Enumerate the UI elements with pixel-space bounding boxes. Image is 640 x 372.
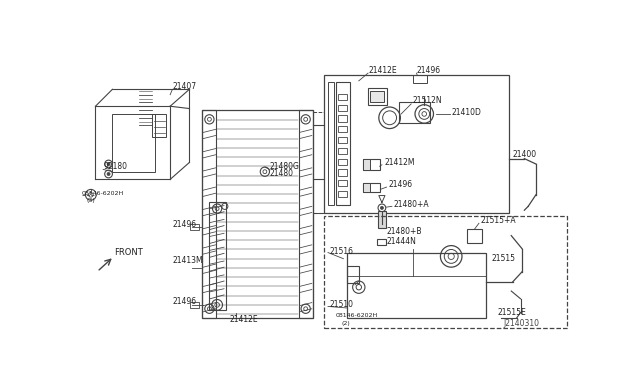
Text: 21480+B: 21480+B [387, 227, 422, 236]
Text: 21444N: 21444N [387, 237, 417, 246]
Bar [338, 169, 348, 176]
Bar [376, 239, 386, 245]
Circle shape [380, 206, 383, 209]
Text: 08146-6202H: 08146-6202H [336, 313, 378, 318]
Text: 21510: 21510 [330, 301, 353, 310]
Text: 08146-6202H: 08146-6202H [82, 191, 124, 196]
Bar [299, 110, 312, 318]
Bar [113, 114, 155, 172]
Text: 21407: 21407 [172, 83, 196, 92]
Bar [328, 81, 334, 205]
Text: 21480+A: 21480+A [394, 199, 429, 209]
Bar [202, 110, 312, 318]
Text: 21412E: 21412E [230, 315, 258, 324]
Text: 21410D: 21410D [451, 108, 481, 117]
Bar [399, 102, 429, 123]
Text: 21496: 21496 [417, 65, 441, 74]
Bar [338, 158, 348, 165]
Text: 21413M: 21413M [172, 256, 203, 265]
Bar [338, 126, 348, 132]
Text: (3): (3) [86, 198, 95, 203]
Bar [338, 115, 348, 122]
Bar [336, 81, 349, 205]
Circle shape [107, 163, 110, 166]
Bar [338, 191, 348, 197]
Bar [209, 202, 225, 310]
Bar [202, 110, 216, 318]
Bar [378, 211, 386, 228]
Bar [348, 266, 359, 283]
Bar [338, 148, 348, 154]
Text: 21412E: 21412E [368, 65, 397, 74]
Bar [152, 114, 166, 137]
Text: J2140310: J2140310 [504, 319, 540, 328]
Bar [413, 76, 427, 83]
Text: FRONT: FRONT [114, 248, 143, 257]
Text: 21496: 21496 [172, 296, 196, 305]
Bar [338, 137, 348, 143]
Bar [324, 216, 566, 328]
Bar [348, 253, 486, 318]
Text: 21400: 21400 [513, 150, 537, 159]
Bar [363, 159, 380, 170]
Text: 21515: 21515 [492, 254, 515, 263]
Text: 21516: 21516 [330, 247, 353, 256]
Circle shape [107, 173, 110, 176]
Bar [190, 302, 198, 308]
Bar [368, 88, 387, 105]
Bar [371, 91, 384, 102]
Text: 21496: 21496 [172, 219, 196, 228]
Text: 21515+A: 21515+A [481, 216, 516, 225]
Text: 21480G: 21480G [269, 162, 300, 171]
Text: 21412M: 21412M [384, 158, 415, 167]
Text: 21480: 21480 [269, 170, 294, 179]
Bar [363, 159, 371, 170]
Bar [363, 183, 371, 192]
Bar [190, 224, 200, 230]
Bar [467, 230, 482, 243]
Text: 21515E: 21515E [497, 308, 526, 317]
Text: (2): (2) [342, 321, 351, 326]
Text: 21512N: 21512N [413, 96, 442, 105]
Bar [338, 105, 348, 111]
Text: 92180: 92180 [103, 162, 127, 171]
Bar [324, 76, 509, 212]
Bar [363, 183, 380, 192]
Bar [338, 180, 348, 186]
Text: 21496: 21496 [388, 180, 412, 189]
Bar [338, 94, 348, 100]
